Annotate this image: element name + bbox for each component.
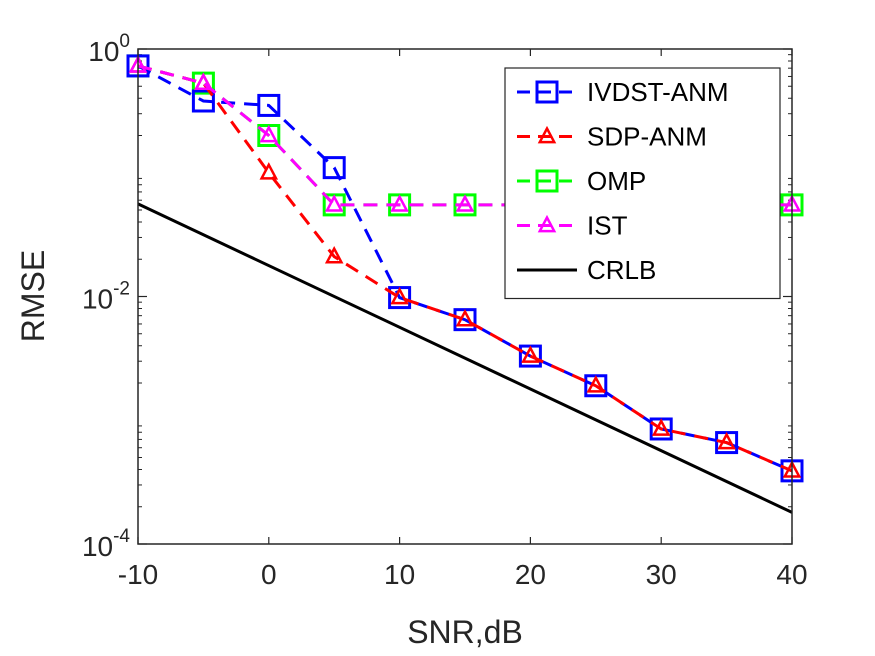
- legend-marker: [537, 125, 557, 144]
- data-point-sdp-anm: [521, 345, 540, 363]
- x-axis-title: SNR,dB: [407, 614, 523, 650]
- y-tick-label: 10-2: [82, 279, 130, 315]
- legend-item-omp: OMP: [517, 166, 646, 196]
- data-point-sdp-anm: [651, 418, 671, 436]
- data-point-ist: [194, 72, 213, 90]
- legend-item-sdp-anm: SDP-ANM: [517, 122, 707, 152]
- y-axis-title: RMSE: [15, 250, 51, 342]
- legend-label: SDP-ANM: [587, 122, 707, 152]
- data-point-sdp-anm: [390, 286, 409, 305]
- legend-label: CRLB: [587, 255, 656, 285]
- legend-label: IST: [587, 211, 628, 241]
- series-crlb: [137, 202, 793, 514]
- legend-marker: [537, 214, 557, 233]
- legend: IVDST-ANM SDP-ANM OMP IST CRLB: [504, 67, 781, 300]
- data-point-sdp-anm: [259, 162, 279, 180]
- series-line-ist: [137, 64, 792, 207]
- data-point-ivdst-anm: [191, 89, 215, 113]
- data-point-sdp-anm: [455, 308, 475, 327]
- y-tick-label: 100: [88, 31, 130, 67]
- legend-box: [504, 67, 781, 300]
- data-point-ist: [390, 194, 409, 212]
- legend-label: OMP: [587, 166, 646, 196]
- x-tick-label: 0: [261, 559, 277, 590]
- y-tick-label: 10-4: [82, 526, 130, 562]
- legend-marker: [535, 80, 559, 104]
- data-point-ivdst-anm: [257, 93, 281, 117]
- x-tick-label: 40: [776, 559, 807, 590]
- data-point-sdp-anm: [324, 245, 344, 264]
- series-line-sdp-anm: [137, 64, 793, 473]
- data-point-sdp-anm: [586, 375, 606, 393]
- data-point-sdp-anm: [717, 431, 736, 450]
- data-point-ist: [455, 194, 475, 212]
- legend-item-ist: IST: [517, 211, 628, 241]
- legend-item-crlb: CRLB: [517, 255, 656, 285]
- x-tick-label: -10: [118, 559, 158, 590]
- plot-frame: [137, 48, 793, 545]
- legend-label: IVDST-ANM: [587, 77, 729, 107]
- data-point-ist: [259, 124, 279, 143]
- x-tick-label: 30: [646, 559, 677, 590]
- series-line-crlb: [137, 202, 793, 514]
- tick-labels: -10 0 10 20 30 40 100 10-2 10-4: [82, 31, 808, 590]
- data-point-ivdst-anm: [322, 156, 346, 180]
- data-point-ist: [324, 194, 344, 212]
- series-layer: [126, 54, 804, 514]
- legend-marker: [535, 169, 559, 193]
- x-tick-label: 20: [515, 559, 546, 590]
- x-tick-label: 10: [384, 559, 415, 590]
- legend-item-ivdst-anm: IVDST-ANM: [517, 77, 729, 107]
